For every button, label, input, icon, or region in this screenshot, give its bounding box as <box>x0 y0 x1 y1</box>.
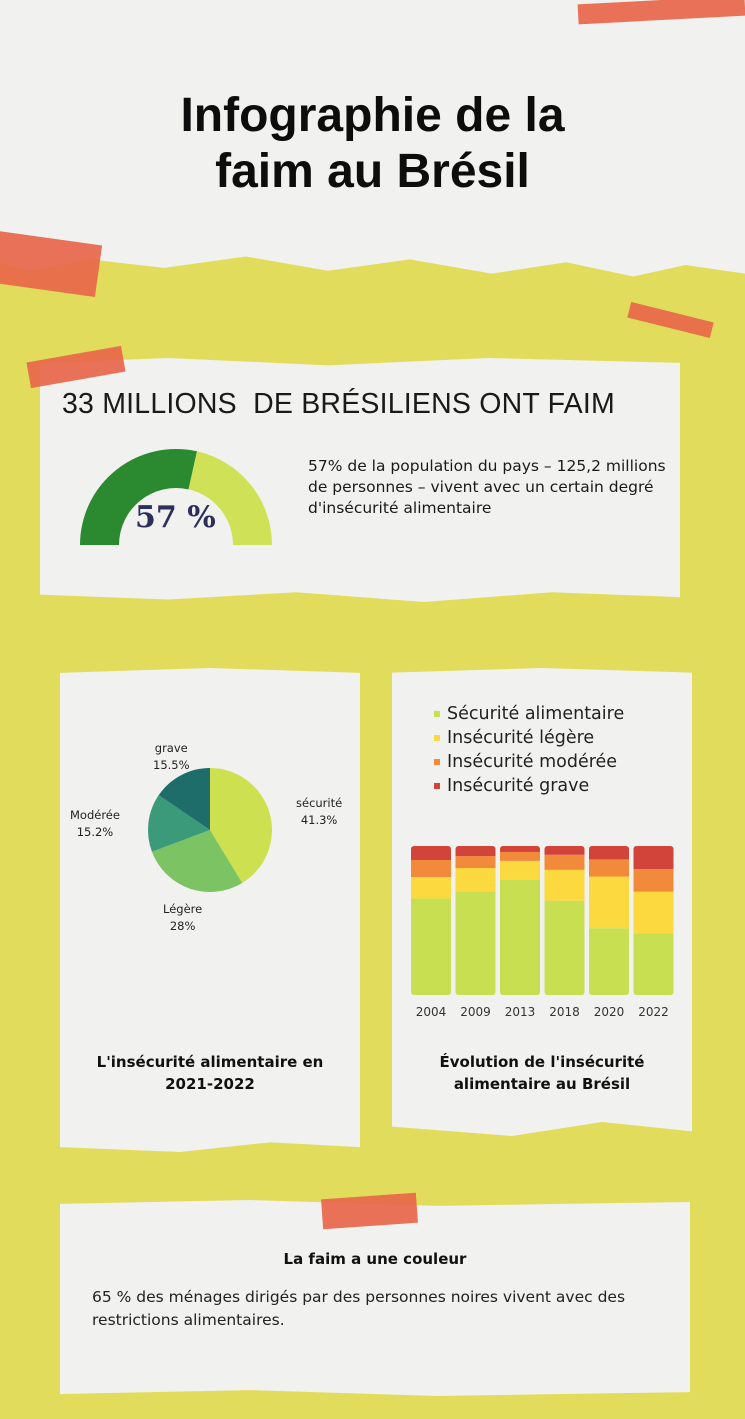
footer-card: La faim a une couleur 65 % des ménages d… <box>60 1200 690 1396</box>
legend-swatch <box>434 783 440 789</box>
pie-label-value: 41.3% <box>300 813 338 827</box>
bar-2020 <box>589 846 629 995</box>
bar-2013 <box>500 846 540 995</box>
bar-segment-2013-insécurité-grave <box>500 846 540 852</box>
pie-label-value: 15.2% <box>76 825 114 839</box>
pie-slice-moderee <box>148 795 210 852</box>
pie-label-text: sécurité <box>296 796 343 810</box>
pie-label-legere: Légère 28% <box>163 901 202 935</box>
bar-segment-2022-insécurité-légère <box>633 891 674 934</box>
gauge-filled-arc <box>80 449 197 545</box>
bar-2022 <box>633 846 674 995</box>
x-tick-label: 2004 <box>416 1005 447 1019</box>
legend-item: Sécurité alimentaire <box>434 702 624 726</box>
pie-slice-securite <box>210 768 272 883</box>
bar-segment-2020-insécurité-grave <box>589 846 629 860</box>
pie-label-moderee: Modérée 15.2% <box>70 807 120 841</box>
decorative-tape <box>627 301 714 339</box>
legend-label: Sécurité alimentaire <box>447 704 625 724</box>
pie-label-grave: grave 15.5% <box>153 740 190 774</box>
bar-segment-2022-sécurité-alimentaire <box>633 933 674 995</box>
stat-heading: 33 MILLIONS DE BRÉSILIENS ONT FAIM <box>62 388 615 420</box>
title-line-2: faim au Brésil <box>215 145 530 198</box>
x-tick-label: 2020 <box>594 1005 625 1019</box>
gauge-chart <box>80 449 272 545</box>
legend-label: Insécurité légère <box>447 728 595 748</box>
bar-2018 <box>544 846 585 995</box>
pie-label-text: Modérée <box>70 808 120 822</box>
bar-segment-2009-insécurité-grave <box>455 846 496 857</box>
pie-caption: L'insécurité alimentaire en 2021-2022 <box>96 1053 324 1093</box>
pie-card: sécurité 41.3% Légère 28% Modérée 15.2% gra… <box>60 668 360 1152</box>
legend-swatch <box>434 711 440 717</box>
pie-label-value: 15.5% <box>153 758 190 772</box>
legend-item: Insécurité modérée <box>434 750 624 774</box>
legend-swatch <box>434 735 440 741</box>
x-tick-label: 2009 <box>460 1005 491 1019</box>
pie-label-value: 28% <box>169 919 196 933</box>
pie-label-text: Légère <box>163 902 203 916</box>
bar-legend: Sécurité alimentaire Insécurité légère I… <box>434 702 624 798</box>
pie-slice-legere <box>151 830 243 892</box>
x-tick-label: 2013 <box>505 1005 536 1019</box>
title-line-1: Infographie de la <box>180 89 565 142</box>
bar-card: Sécurité alimentaire Insécurité légère I… <box>392 668 692 1136</box>
pie-slice-grave <box>158 768 210 830</box>
header-paper <box>0 0 745 277</box>
footer-heading: La faim a une couleur <box>283 1250 467 1268</box>
x-tick-label: 2022 <box>638 1005 669 1019</box>
legend-item: Insécurité grave <box>434 774 624 798</box>
pie-label-securite: sécurité 41.3% <box>296 795 342 829</box>
bar-segment-2009-insécurité-légère <box>455 868 496 892</box>
bar-segment-2022-insécurité-modérée <box>633 869 674 892</box>
bar-segment-2018-insécurité-modérée <box>544 854 585 870</box>
stat-card: 33 MILLIONS DE BRÉSILIENS ONT FAIM 57 % … <box>40 358 680 602</box>
bar-segment-2013-insécurité-modérée <box>500 851 540 861</box>
bar-segment-2018-sécurité-alimentaire <box>544 900 585 995</box>
footer-text: 65 % des ménages dirigés par des personn… <box>92 1288 626 1329</box>
legend-label: Insécurité grave <box>447 776 590 796</box>
bar-segment-2009-insécurité-modérée <box>455 856 496 869</box>
pie-label-text: grave <box>154 741 188 755</box>
bar-segment-2020-insécurité-modérée <box>589 859 629 877</box>
gauge-value: 57 % <box>135 500 216 535</box>
legend-swatch <box>434 759 440 765</box>
gauge-rest-arc <box>188 451 272 545</box>
bar-segment-2013-sécurité-alimentaire <box>500 879 540 995</box>
legend-label: Insécurité modérée <box>447 752 618 772</box>
bar-segment-2004-sécurité-alimentaire <box>411 898 451 995</box>
bar-segment-2004-insécurité-grave <box>411 846 451 861</box>
legend-item: Insécurité légère <box>434 726 624 750</box>
x-tick-label: 2018 <box>549 1005 580 1019</box>
bar-2004 <box>411 846 451 995</box>
bar-segment-2018-insécurité-grave <box>544 846 585 855</box>
bar-2009 <box>455 846 496 995</box>
bar-segment-2020-insécurité-légère <box>589 876 629 929</box>
bar-segment-2022-insécurité-grave <box>633 846 674 870</box>
bar-segment-2009-sécurité-alimentaire <box>455 891 496 995</box>
stacked-bar-chart: 2004 2009 2013 2018 2020 2022 <box>411 846 674 1019</box>
bar-segment-2018-insécurité-légère <box>544 869 585 901</box>
bar-segment-2020-sécurité-alimentaire <box>589 928 629 995</box>
pie-chart <box>148 768 272 892</box>
stat-text: 57% de la population du pays – 125,2 mil… <box>308 457 666 517</box>
bar-segment-2004-insécurité-légère <box>411 876 451 899</box>
bar-caption: Évolution de l'insécurité alimentaire au… <box>439 1053 645 1093</box>
page-title: Infographie de la faim au Brésil <box>0 88 745 200</box>
bar-segment-2004-insécurité-modérée <box>411 860 451 877</box>
bar-segment-2013-insécurité-légère <box>500 860 540 880</box>
